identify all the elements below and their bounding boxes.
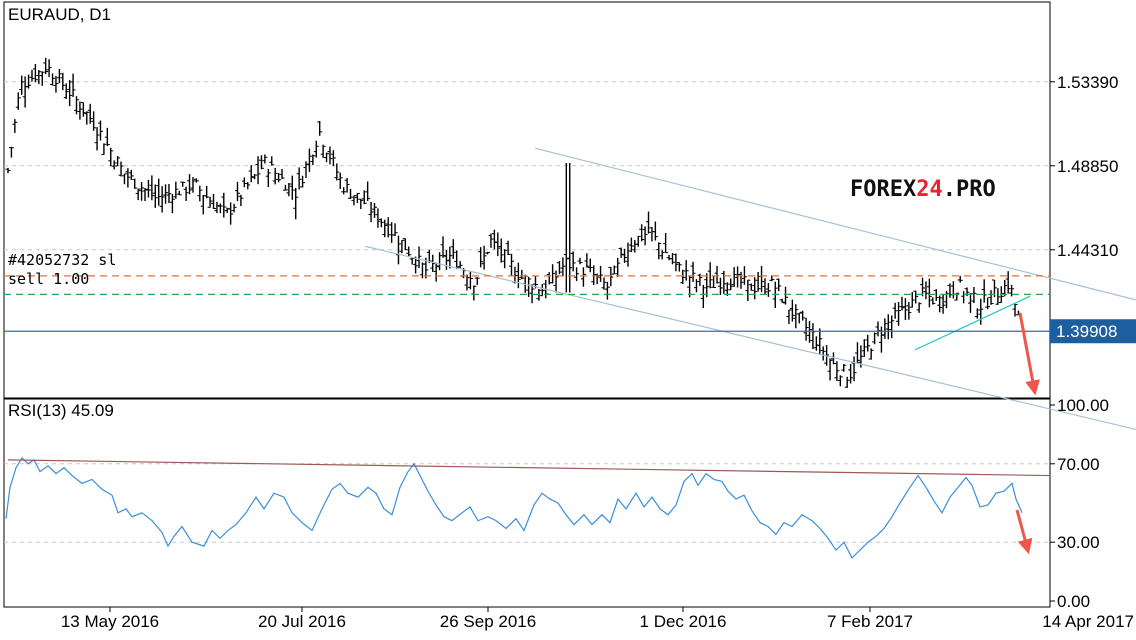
channel-lower-line bbox=[364, 245, 1136, 431]
rsi-line bbox=[5, 456, 1023, 559]
rsi-y-ticks: 100.00 70.00 30.00 0.00 bbox=[1050, 396, 1109, 611]
channel-lines bbox=[364, 147, 1136, 431]
rsi-trend-line bbox=[7, 459, 1051, 477]
forex24-logo: FOREX24.PRO bbox=[850, 177, 996, 202]
rsi-y-tick-label: 30.00 bbox=[1057, 533, 1100, 552]
rsi-levels bbox=[4, 463, 1050, 543]
main-y-tick-label: 1.44310 bbox=[1057, 241, 1118, 260]
main-pane-frame bbox=[3, 1, 1051, 399]
rsi-y-tick-label: 0.00 bbox=[1057, 592, 1090, 611]
rsi-title: RSI(13) 45.09 bbox=[8, 401, 114, 420]
channel-upper-line bbox=[534, 147, 1136, 301]
x-tick-label: 7 Feb 2017 bbox=[827, 612, 913, 631]
order-label-sl: #42052732 sl bbox=[8, 251, 116, 269]
x-tick-label: 26 Sep 2016 bbox=[440, 612, 536, 631]
x-tick-label: 14 Apr 2017 bbox=[1042, 612, 1134, 631]
x-tick-label: 13 May 2016 bbox=[61, 612, 159, 631]
logo-part-3: .PRO bbox=[943, 177, 996, 202]
main-chart-title: EURAUD, D1 bbox=[8, 5, 111, 24]
svg-text:FOREX24.PRO: FOREX24.PRO bbox=[850, 177, 996, 202]
rsi-pane-frame bbox=[3, 398, 1051, 608]
main-down-arrow bbox=[1018, 312, 1040, 396]
order-label-sell: sell 1.00 bbox=[8, 270, 89, 288]
current-price-tag: 1.39908 bbox=[1056, 322, 1117, 341]
rsi-y-tick-label: 100.00 bbox=[1057, 396, 1109, 415]
current-price-tag-bg bbox=[1050, 319, 1136, 344]
order-lines bbox=[4, 275, 1050, 332]
main-y-ticks: 1.53390 1.48850 1.44310 bbox=[1050, 73, 1118, 260]
x-axis: 13 May 2016 20 Jul 2016 26 Sep 2016 1 Dec 2… bbox=[61, 607, 1134, 631]
x-tick-label: 1 Dec 2016 bbox=[640, 612, 727, 631]
main-gridlines bbox=[4, 81, 1050, 251]
rsi-y-tick-label: 70.00 bbox=[1057, 455, 1100, 474]
rsi-down-arrow bbox=[1015, 509, 1033, 555]
price-candles bbox=[5, 57, 1021, 388]
main-y-tick-label: 1.53390 bbox=[1057, 73, 1118, 92]
main-y-tick-label: 1.48850 bbox=[1057, 157, 1118, 176]
x-tick-label: 20 Jul 2016 bbox=[258, 612, 346, 631]
rsi-series bbox=[5, 456, 1051, 559]
logo-part-2: 24 bbox=[916, 177, 943, 202]
logo-part-1: FOREX bbox=[850, 177, 916, 202]
wedge-support-line bbox=[914, 295, 1031, 351]
